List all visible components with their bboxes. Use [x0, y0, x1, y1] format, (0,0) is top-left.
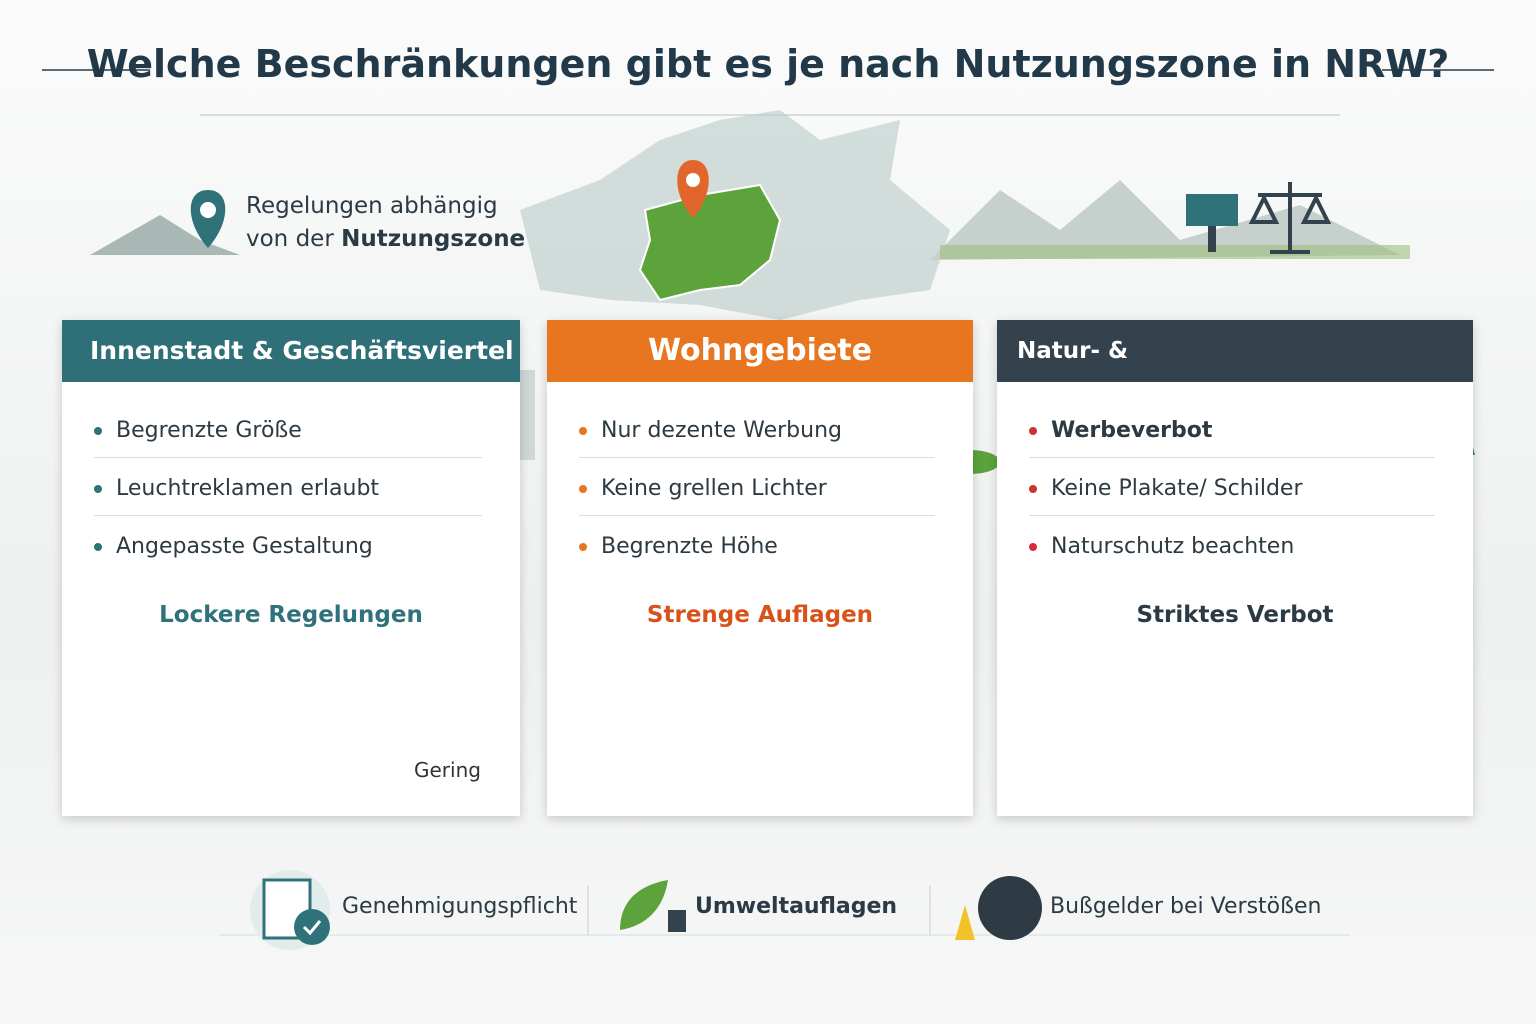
zone-title: Natur- & Landschaftsschutzgebiete — [997, 320, 1473, 426]
bullet — [1029, 543, 1037, 551]
bullet — [94, 427, 102, 435]
footer-item: Bußgelder bei Verstößen — [1050, 894, 1322, 919]
zone-title: Wohngebiete — [547, 320, 973, 382]
bullet — [579, 543, 587, 551]
intro-line: von der Nutzungszone — [246, 223, 525, 256]
bullet — [579, 485, 587, 493]
footer-item: Umweltauflagen — [695, 894, 898, 919]
zone-item-text: Keine Plakate/ Schilder — [1051, 476, 1303, 501]
zone-item: Angepasste Gestaltung — [94, 534, 482, 573]
zone-title: Innenstadt & Geschäftsviertel — [62, 320, 520, 382]
bullet — [94, 485, 102, 493]
bullet — [1029, 427, 1037, 435]
zone-item-text: Nur dezente Werbung — [601, 418, 842, 443]
zone-card: Natur- & Landschaftsschutzgebiete Werbeve… — [997, 320, 1473, 816]
bullet — [1029, 485, 1037, 493]
zone-rating: Striktes Verbot — [1136, 602, 1334, 628]
intro-line: Regelungen abhängig — [246, 193, 498, 219]
zone-item-text: Begrenzte Höhe — [601, 534, 778, 559]
intro-bold: Nutzungszone — [341, 226, 526, 252]
intro: Regelungen abhängig von der Nutzungszone — [246, 190, 525, 256]
zone-item-text: Angepasste Gestaltung — [116, 534, 373, 559]
zone-item-text: Begrenzte Größe — [116, 418, 302, 443]
zone-card: Innenstadt & Geschäftsviertel Begrenzte G… — [62, 320, 520, 816]
zone-rating: Strenge Auflagen — [646, 602, 874, 628]
footer-item: Genehmigungspflicht — [342, 894, 578, 919]
title: Welche Beschränkungen gibt es je nach Nu… — [86, 42, 1450, 86]
zone-item: Keine grellen Lichter — [579, 476, 935, 516]
chart-note: Gering — [414, 758, 481, 782]
zone-item-text: Werbeverbot — [1051, 418, 1213, 443]
zone-item: Leuchtreklamen erlaubt — [94, 476, 482, 516]
zone-item: Begrenzte Größe — [94, 418, 482, 458]
zone-item-text: Keine grellen Lichter — [601, 476, 827, 501]
zone-item: Werbeverbot — [1029, 418, 1435, 458]
intro-text: von der — [246, 226, 334, 252]
zone-item-text: Naturschutz beachten — [1051, 534, 1295, 559]
bullet — [579, 427, 587, 435]
zone-item: Nur dezente Werbung — [579, 418, 935, 458]
bullet — [94, 543, 102, 551]
zone-rating: Lockere Regelungen — [159, 602, 423, 628]
zone-card: Wohngebiete Nur dezente Werbung Keine grel… — [547, 320, 973, 816]
zone-item-text: Leuchtreklamen erlaubt — [116, 476, 380, 501]
zone-item: Begrenzte Höhe — [579, 534, 935, 573]
zone-item: Naturschutz beachten — [1029, 534, 1435, 573]
zone-item: Keine Plakate/ Schilder — [1029, 476, 1435, 516]
